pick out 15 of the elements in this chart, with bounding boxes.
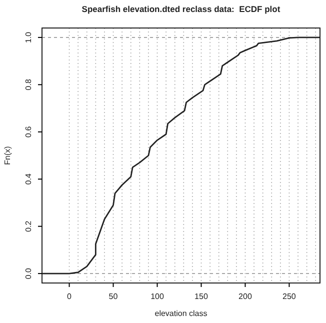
y-tick-label: 0.0 <box>24 267 33 280</box>
x-tick-label: 150 <box>194 292 208 301</box>
x-tick-label: 0 <box>67 292 72 301</box>
x-axis-title: elevation class <box>154 309 208 318</box>
y-tick-label: 0.8 <box>24 78 33 90</box>
x-tick-label: 50 <box>108 292 118 301</box>
chart-title: Spearfish elevation.dted reclass data: ECDF plot <box>82 4 280 14</box>
x-tick-label: 100 <box>150 292 164 301</box>
y-tick-label: 1.0 <box>24 31 33 44</box>
x-tick-label: 250 <box>282 292 296 301</box>
y-tick-label: 0.4 <box>24 173 33 185</box>
y-axis-title: Fn(x) <box>3 146 12 165</box>
y-tick-label: 0.6 <box>24 126 33 138</box>
y-tick-label: 0.2 <box>24 220 33 232</box>
x-tick-label: 200 <box>238 292 252 301</box>
